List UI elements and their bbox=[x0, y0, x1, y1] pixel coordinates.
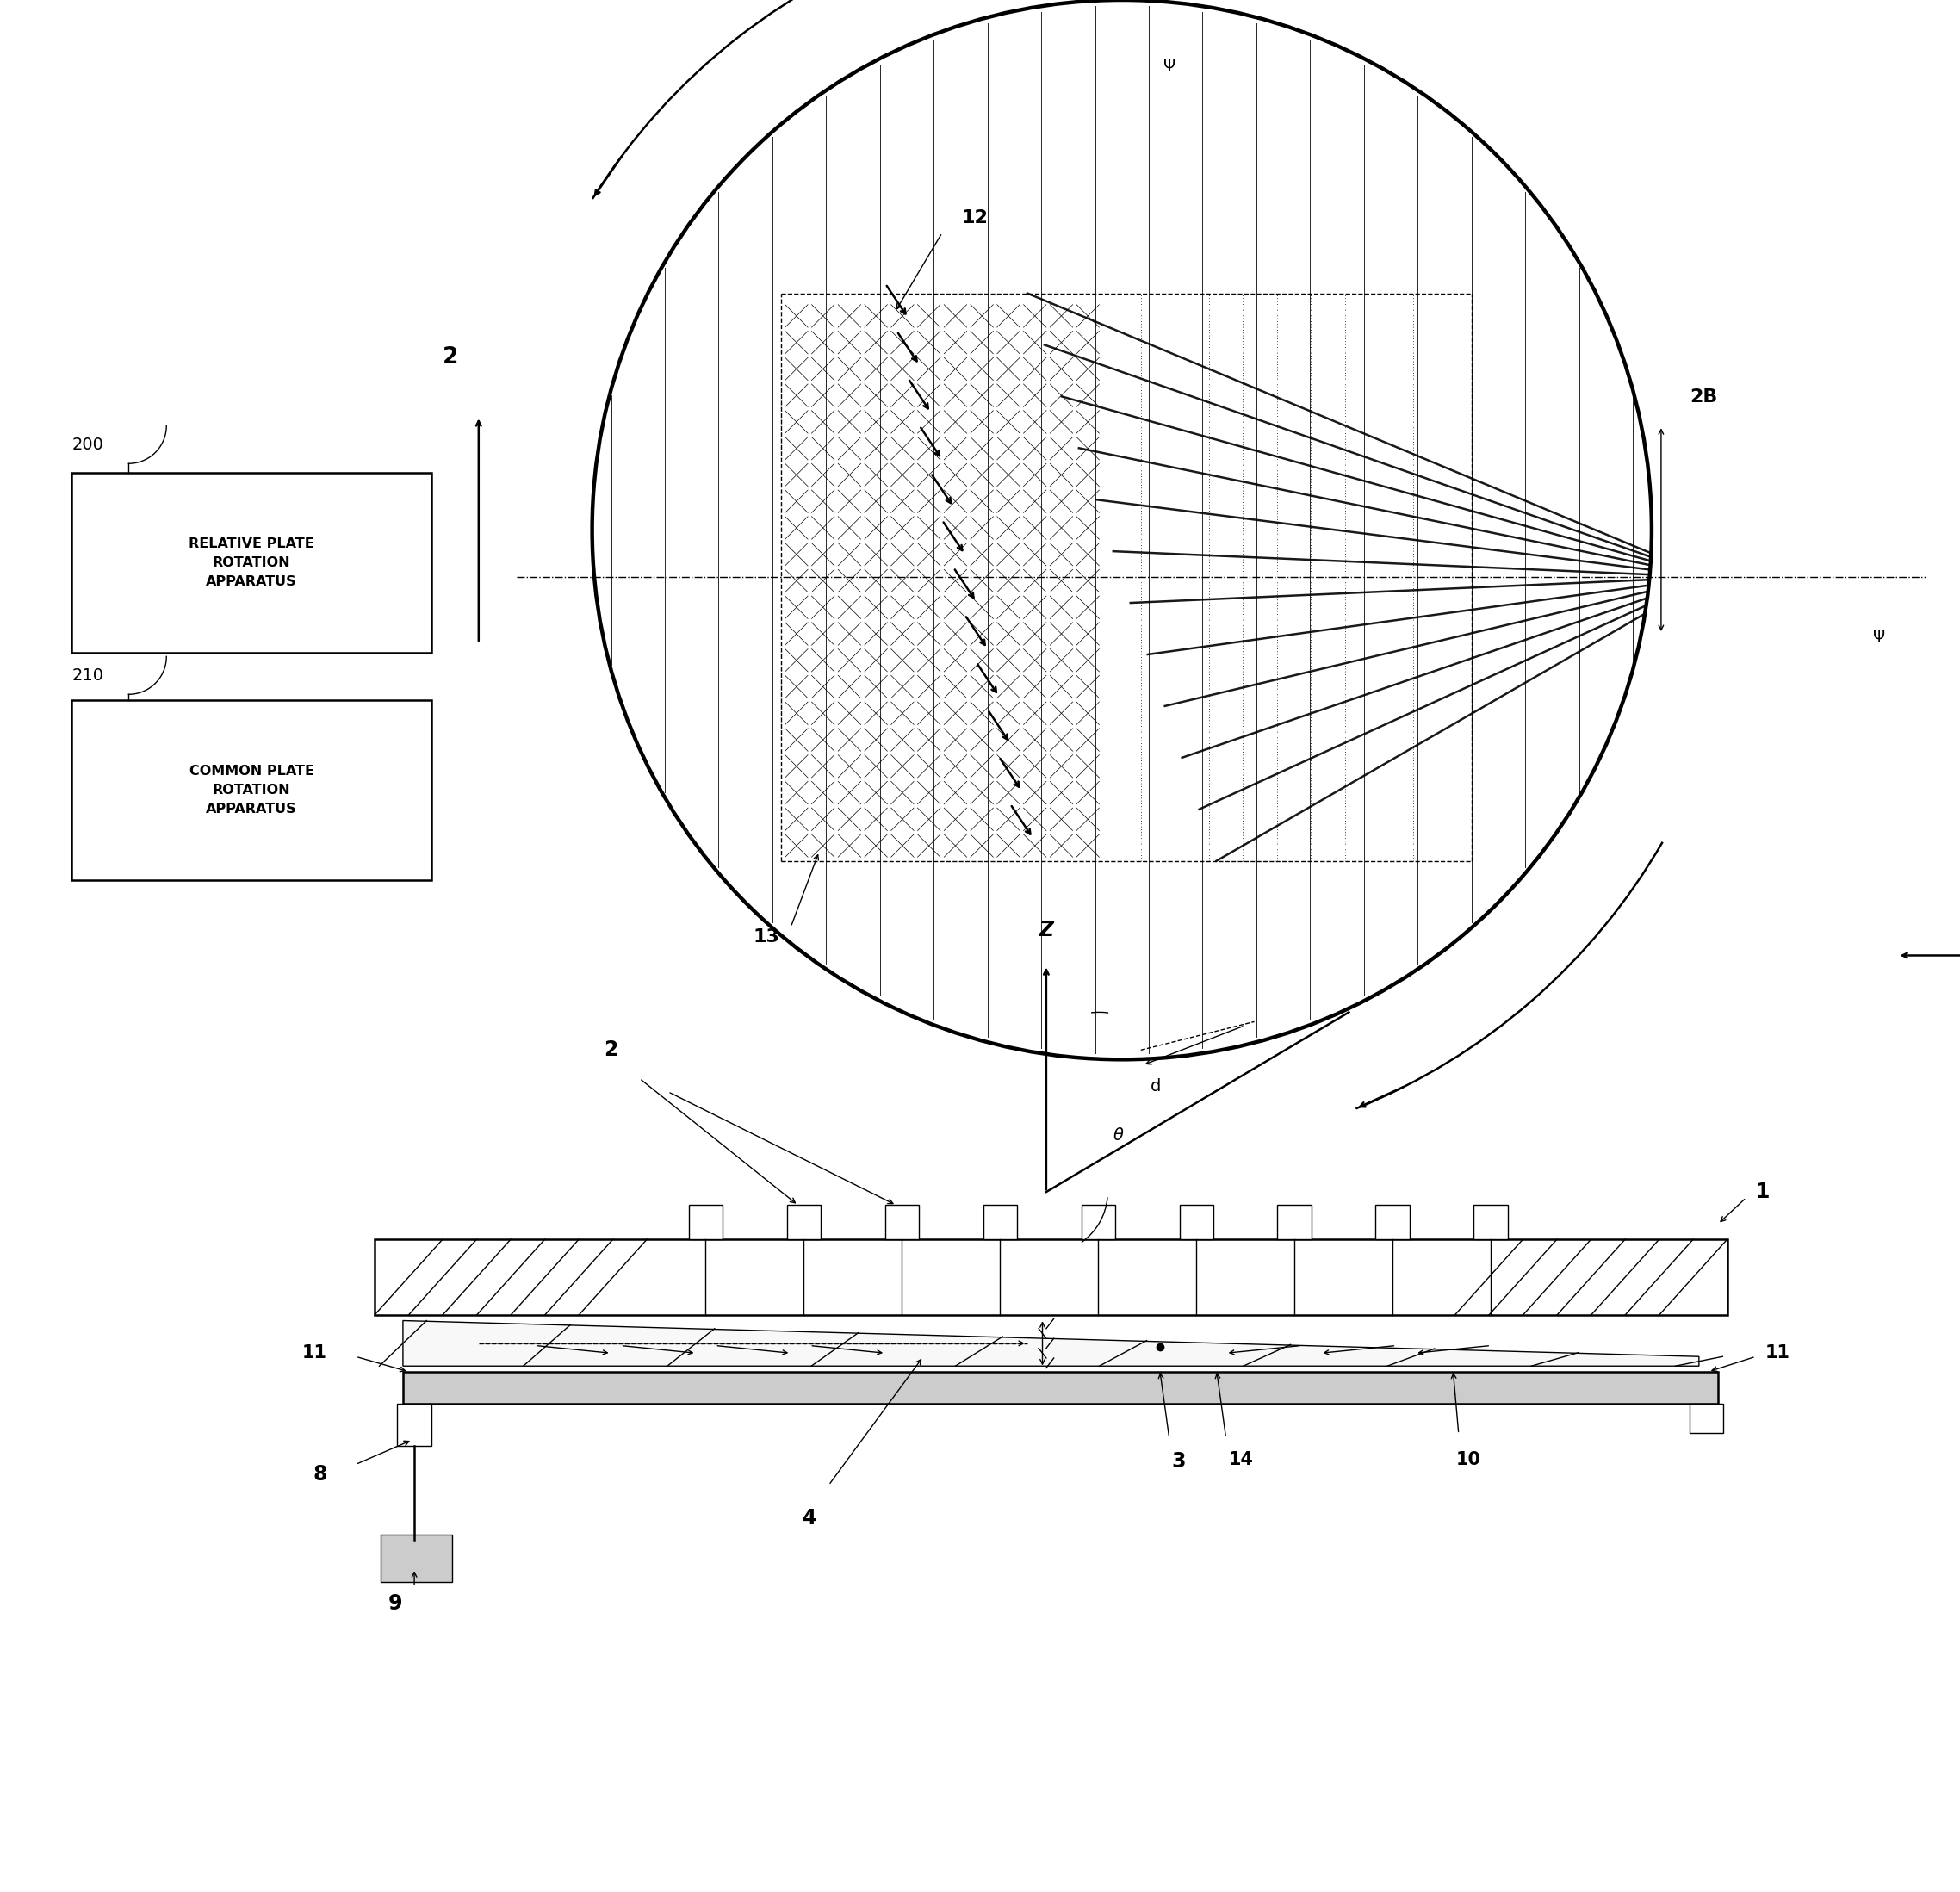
Bar bbox=[404, 1372, 1717, 1404]
Text: $\Psi$: $\Psi$ bbox=[1872, 630, 1886, 645]
Text: $\Psi$: $\Psi$ bbox=[1162, 59, 1176, 74]
Text: 2: 2 bbox=[604, 1041, 617, 1060]
Text: 14: 14 bbox=[1229, 1451, 1254, 1468]
Bar bbox=[73, 473, 431, 653]
Text: 2: 2 bbox=[443, 346, 459, 369]
Bar bbox=[1474, 1205, 1507, 1239]
Text: 1: 1 bbox=[1756, 1182, 1770, 1201]
Text: $\theta$: $\theta$ bbox=[1111, 1128, 1123, 1143]
Text: 13: 13 bbox=[753, 927, 780, 946]
Polygon shape bbox=[404, 1321, 1699, 1366]
Bar bbox=[884, 1205, 919, 1239]
Bar bbox=[398, 1404, 431, 1445]
Text: 3: 3 bbox=[1172, 1451, 1186, 1472]
Text: 210: 210 bbox=[73, 668, 104, 683]
Text: 12: 12 bbox=[960, 208, 988, 227]
Bar bbox=[1376, 1205, 1409, 1239]
Bar bbox=[1690, 1404, 1723, 1432]
Text: 4: 4 bbox=[804, 1508, 817, 1529]
Bar bbox=[688, 1205, 723, 1239]
Text: Z: Z bbox=[1039, 920, 1054, 940]
Bar bbox=[374, 1239, 1727, 1315]
Text: COMMON PLATE
ROTATION
APPARATUS: COMMON PLATE ROTATION APPARATUS bbox=[190, 764, 314, 815]
Bar bbox=[73, 700, 431, 880]
Bar bbox=[380, 1534, 453, 1582]
Text: RELATIVE PLATE
ROTATION
APPARATUS: RELATIVE PLATE ROTATION APPARATUS bbox=[188, 537, 314, 588]
Text: 11: 11 bbox=[302, 1343, 327, 1362]
Text: 10: 10 bbox=[1456, 1451, 1480, 1468]
Text: 2B: 2B bbox=[1690, 388, 1717, 407]
Bar bbox=[1082, 1205, 1115, 1239]
Text: 11: 11 bbox=[1766, 1343, 1789, 1362]
Bar bbox=[786, 1205, 821, 1239]
Text: 9: 9 bbox=[388, 1593, 402, 1614]
Text: 8: 8 bbox=[314, 1464, 327, 1485]
Text: 200: 200 bbox=[73, 437, 104, 452]
Text: d: d bbox=[1151, 1078, 1160, 1095]
Bar bbox=[984, 1205, 1017, 1239]
Bar bbox=[1278, 1205, 1311, 1239]
Bar bbox=[1180, 1205, 1213, 1239]
